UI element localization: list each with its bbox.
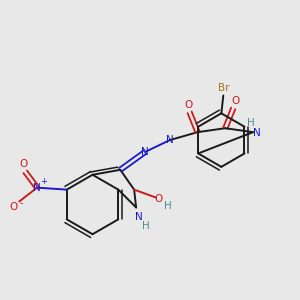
Text: O: O [184,100,193,110]
Text: N: N [135,212,143,222]
Text: N: N [33,183,41,193]
Text: +: + [40,177,47,186]
Text: H: H [164,202,172,212]
Text: N: N [166,135,174,145]
Text: N: N [141,147,149,157]
Text: O: O [155,194,163,203]
Text: O: O [19,159,27,169]
Text: -: - [20,199,23,208]
Text: N: N [253,128,261,138]
Text: Br: Br [218,82,229,93]
Text: H: H [247,118,255,128]
Text: O: O [231,97,239,106]
Text: H: H [142,221,150,231]
Text: O: O [9,202,17,212]
